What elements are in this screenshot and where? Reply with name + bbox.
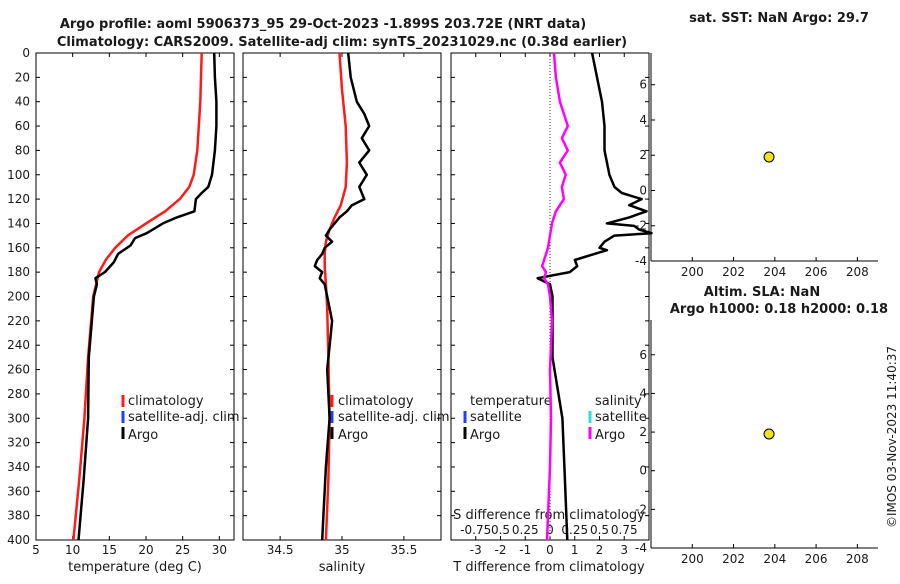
sla-x-tick-label: 208	[846, 552, 869, 566]
differences-x-tick-label: 1	[571, 543, 579, 557]
sst-y-tick-label: 4	[639, 113, 647, 127]
sla-x-tick-label: 202	[722, 552, 745, 566]
differences-x-tick-label: 3	[620, 543, 628, 557]
sst-x-tick-label: 206	[805, 265, 828, 279]
sst-x-tick-label: 208	[846, 265, 869, 279]
chart-marks: 0204060801001201401601802002202402602803…	[7, 46, 878, 566]
salinity-x-tick-label: 35.5	[391, 543, 418, 557]
legend-salinity-title: salinity	[595, 394, 642, 409]
sla-y-tick-label: 4	[639, 386, 647, 400]
legend-argo-label: Argo	[338, 428, 368, 443]
sst-y-tick-label: 2	[639, 148, 647, 162]
temperature-y-tick-label: 200	[7, 290, 30, 304]
sst-x-tick-label: 200	[681, 265, 704, 279]
temperature-y-tick-label: 360	[7, 484, 30, 498]
temperature-y-tick-label: 260	[7, 363, 30, 377]
temperature-y-tick-label: 280	[7, 387, 30, 401]
s-difference-tick-label: -0.75	[460, 523, 491, 537]
temperature-climatology-line	[72, 52, 203, 541]
temperature-x-tick-label: 25	[175, 543, 190, 557]
temperature-x-tick-label: 15	[102, 543, 117, 557]
temperature-y-tick-label: 180	[7, 265, 30, 279]
s-difference-tick-label: 0.25	[561, 523, 588, 537]
sst-data-point	[763, 151, 775, 163]
sla-y-tick-label: 2	[639, 425, 647, 439]
temperature-y-tick-label: 80	[15, 143, 30, 157]
sla-x-tick-label: 206	[805, 552, 828, 566]
temperature-x-axis-label: temperature (deg C)	[68, 560, 202, 575]
sla-y-tick-label: 0	[639, 464, 647, 478]
temperature-y-tick-label: 100	[7, 168, 30, 182]
sst-x-tick-label: 204	[763, 265, 786, 279]
salinity-x-axis-label: salinity	[319, 560, 366, 575]
temperature-y-tick-label: 320	[7, 436, 30, 450]
sla-x-tick-label: 200	[681, 552, 704, 566]
temperature-y-tick-label: 240	[7, 338, 30, 352]
temperature-legend: climatology satellite-adj. clim Argo	[121, 394, 240, 443]
legend-t-argo-label: Argo	[470, 428, 500, 443]
differences-x-tick-label: -2	[495, 543, 507, 557]
legend-argo-label: Argo	[128, 428, 158, 443]
sst-y-tick-label: -4	[635, 254, 647, 268]
sla-x-tick-label: 204	[763, 552, 786, 566]
temperature-argo-line	[77, 52, 218, 541]
temperature-y-tick-label: 120	[7, 192, 30, 206]
legend-temperature-title: temperature	[470, 394, 552, 409]
sst-y-tick-label: -2	[635, 219, 647, 233]
temperature-y-tick-label: 140	[7, 216, 30, 230]
sla-panel-title-line-2: Argo h1000: 0.18 h2000: 0.18	[670, 302, 888, 317]
temperature-x-tick-label: 30	[212, 543, 227, 557]
temperature-x-tick-label: 5	[32, 543, 40, 557]
legend-satellite-adj-label: satellite-adj. clim	[128, 410, 240, 425]
temperature-y-tick-label: 60	[15, 119, 30, 133]
sla-y-tick-label: -4	[635, 541, 647, 555]
salinity-x-tick-label: 34.5	[267, 543, 294, 557]
salinity-x-tick-label: 35	[334, 543, 349, 557]
temperature-x-tick-label: 20	[138, 543, 153, 557]
figure-title-line-1: Argo profile: aoml 5906373_95 29-Oct-202…	[60, 17, 586, 32]
legend-s-argo-label: Argo	[595, 428, 625, 443]
temperature-y-tick-label: 220	[7, 314, 30, 328]
t-difference-x-axis-label: T difference from climatology	[452, 560, 645, 575]
legend-climatology-label: climatology	[338, 394, 414, 409]
temperature-x-tick-label: 10	[65, 543, 80, 557]
salinity-legend: climatology satellite-adj. clim Argo	[330, 394, 450, 443]
s-difference-tick-label: 0.75	[611, 523, 638, 537]
legend-climatology-label: climatology	[128, 394, 204, 409]
s-difference-tick-label: 0	[546, 523, 554, 537]
differences-x-tick-label: -1	[519, 543, 531, 557]
temperature-y-tick-label: 400	[7, 533, 30, 547]
sst-y-tick-label: 0	[639, 183, 647, 197]
temperature-y-tick-label: 0	[22, 46, 30, 60]
sla-panel-title-line-1: Altim. SLA: NaN	[704, 285, 820, 300]
legend-s-satellite-label: satellite	[595, 410, 647, 425]
s-difference-tick-label: 0.25	[512, 523, 539, 537]
sla-y-tick-label: 6	[639, 348, 647, 362]
sla-data-point	[763, 428, 775, 440]
s-difference-tick-label: 0.5	[491, 523, 510, 537]
sla-y-tick-label: -2	[635, 502, 647, 516]
sst-panel-title: sat. SST: NaN Argo: 29.7	[689, 11, 869, 26]
temperature-y-tick-label: 20	[15, 70, 30, 84]
imos-watermark: ©IMOS 03-Nov-2023 11:40:37	[885, 346, 899, 528]
temperature-y-tick-label: 160	[7, 241, 30, 255]
legend-satellite-adj-label: satellite-adj. clim	[338, 410, 450, 425]
temperature-y-tick-label: 380	[7, 509, 30, 523]
differences-x-tick-label: -3	[470, 543, 482, 557]
temperature-y-tick-label: 300	[7, 411, 30, 425]
difference-legend: temperature satellite Argo salinity sate…	[463, 394, 647, 443]
temperature-y-tick-label: 40	[15, 95, 30, 109]
differences-x-tick-label: 0	[546, 543, 554, 557]
temperature-y-tick-label: 340	[7, 460, 30, 474]
differences-x-tick-label: 2	[596, 543, 604, 557]
legend-t-satellite-label: satellite	[470, 410, 522, 425]
sst-y-tick-label: 6	[639, 78, 647, 92]
s-difference-tick-label: 0.5	[590, 523, 609, 537]
salinity-argo-line	[313, 52, 371, 541]
figure-title-line-2: Climatology: CARS2009. Satellite-adj cli…	[57, 35, 627, 50]
differences-s-difference-argo-line	[540, 52, 570, 541]
sst-x-tick-label: 202	[722, 265, 745, 279]
